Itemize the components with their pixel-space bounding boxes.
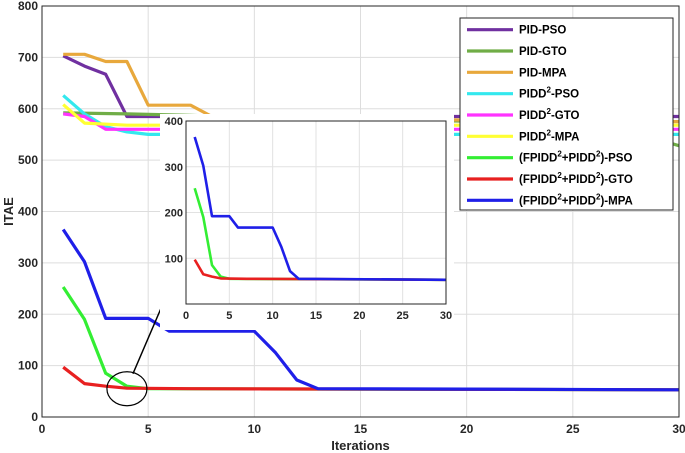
inset-x-tick-label: 25: [397, 310, 409, 322]
inset-x-tick-label: 5: [226, 310, 232, 322]
legend-entry-fpidd2-pidd2-pso: (FPIDD2+PIDD2)-PSO: [519, 150, 632, 165]
main-plot-frame: [41, 5, 680, 418]
legend-entry-pidd2-pso: PIDD2-PSO: [519, 86, 579, 101]
y-tick-label: 500: [18, 153, 38, 167]
inset-x-tick-label: 30: [440, 310, 452, 322]
series-line-fpidd2-pidd2-mpa: [61, 228, 680, 392]
inset-series-line-fpidd2-pidd2-gto: [193, 258, 447, 282]
y-tick-label: 300: [18, 256, 38, 270]
legend-entry-pid-pso: PID-PSO: [519, 25, 566, 37]
y-tick-label: 400: [18, 205, 38, 219]
series-line-fpidd2-pidd2-gto: [62, 365, 680, 392]
x-tick-label: 20: [460, 422, 474, 436]
x-tick-label: 15: [354, 422, 368, 436]
inset-y-tick-label: 200: [165, 208, 183, 220]
x-axis-label: Iterations: [331, 438, 390, 453]
legend-entry-fpidd2-pidd2-mpa: (FPIDD2+PIDD2)-MPA: [519, 192, 633, 207]
inset-y-tick-label: 300: [165, 162, 183, 174]
inset-x-tick-label: 0: [183, 310, 189, 322]
legend: PID-PSO PID-GTO PID-MPA PIDD2-PSO PIDD2-GTO P…: [459, 17, 674, 211]
y-tick-label: 800: [18, 0, 38, 13]
y-tick-label: 100: [18, 359, 38, 373]
y-tick-label: 0: [31, 410, 38, 424]
inset-zoom-plot: 0 5 10 15 20 25 30 100 200 300 400: [160, 114, 454, 330]
inset-x-tick-label: 10: [267, 310, 279, 322]
inset-series-line-fpidd2-pidd2-mpa: [193, 136, 447, 282]
legend-entry-pidd2-gto: PIDD2-GTO: [519, 107, 580, 122]
legend-entry-pid-mpa: PID-MPA: [519, 67, 567, 79]
y-tick-label: 700: [18, 50, 38, 64]
x-tick-label: 0: [39, 422, 46, 436]
inset-x-tick-label: 15: [310, 310, 322, 322]
inset-x-tick-label: 20: [353, 310, 365, 322]
y-tick-label: 200: [18, 307, 38, 321]
inset-background: [160, 114, 454, 330]
legend-entry-fpidd2-pidd2-gto: (FPIDD2+PIDD2)-GTO: [519, 171, 633, 186]
zoom-region-ellipse: [106, 371, 148, 407]
inset-frame: [185, 120, 447, 305]
x-tick-label: 30: [672, 422, 685, 436]
legend-entry-pidd2-mpa: PIDD2-MPA: [519, 128, 579, 143]
x-tick-label: 10: [248, 422, 262, 436]
inset-y-tick-label: 100: [165, 253, 183, 265]
legend-entry-pid-gto: PID-GTO: [519, 46, 567, 58]
inset-y-tick-label: 400: [165, 116, 183, 128]
y-tick-label: 600: [18, 102, 38, 116]
x-tick-label: 5: [145, 422, 152, 436]
x-tick-label: 25: [566, 422, 580, 436]
y-axis-label: ITAE: [1, 197, 16, 226]
